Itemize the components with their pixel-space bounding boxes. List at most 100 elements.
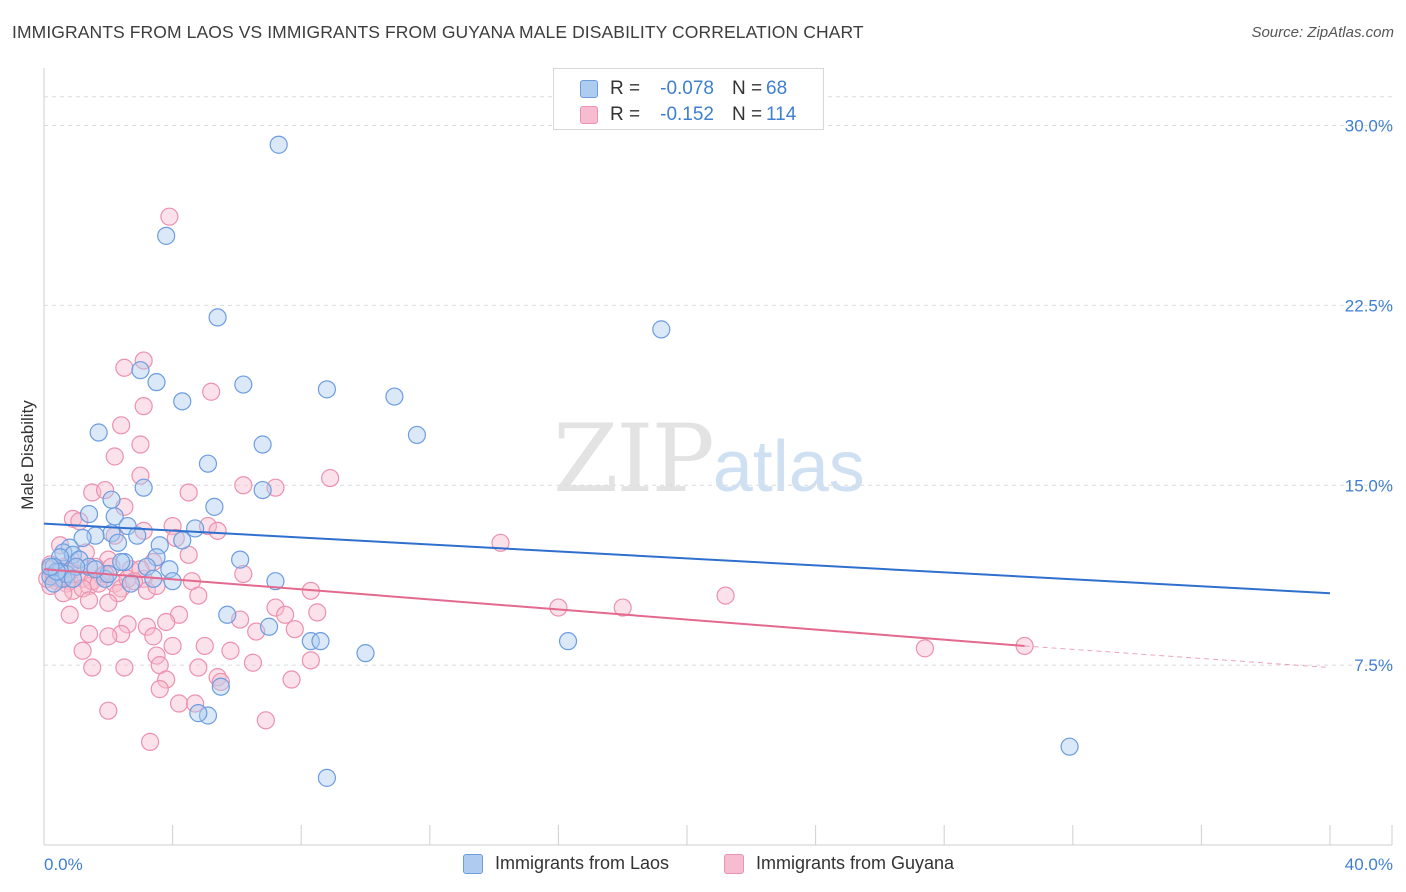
point-guyana	[179, 483, 198, 502]
point-laos	[173, 531, 192, 550]
point-laos	[118, 516, 137, 536]
point-guyana	[716, 586, 735, 605]
watermark-logo: ZIPatlas	[553, 405, 865, 514]
legend-swatch-guyana	[724, 854, 744, 874]
point-laos	[234, 375, 253, 394]
point-guyana	[134, 351, 153, 370]
point-guyana	[491, 533, 510, 552]
point-guyana	[147, 646, 166, 665]
legend-r-label: R =	[610, 78, 641, 99]
series-guyana-points	[38, 207, 1034, 751]
trend-line-guyana	[43, 568, 1025, 647]
point-laos	[259, 617, 279, 636]
point-guyana	[202, 382, 221, 401]
y-tick-label: 15.0%	[1345, 476, 1393, 495]
point-laos	[173, 392, 192, 411]
point-guyana	[131, 466, 150, 485]
point-guyana	[234, 476, 253, 495]
legend-n-value: 68	[766, 78, 788, 99]
series-legend: Immigrants from Laos Immigrants from Guy…	[0, 852, 1406, 878]
point-guyana	[549, 598, 568, 617]
axes	[43, 68, 1393, 846]
point-guyana	[266, 598, 285, 617]
point-laos	[317, 768, 337, 787]
point-guyana	[208, 521, 227, 540]
point-laos	[112, 552, 131, 572]
point-laos	[73, 528, 92, 548]
point-laos	[160, 560, 179, 579]
trend-line-guyana-extension	[1024, 645, 1331, 669]
point-laos	[150, 536, 169, 555]
point-guyana	[79, 624, 99, 644]
point-laos	[356, 644, 375, 663]
point-guyana	[189, 658, 208, 677]
point-guyana	[73, 641, 92, 660]
legend-n-label: N =	[732, 78, 763, 99]
point-guyana	[301, 651, 320, 670]
point-laos	[231, 550, 250, 569]
point-guyana	[157, 670, 176, 689]
legend-swatch-laos	[463, 854, 483, 874]
point-guyana	[308, 603, 327, 622]
point-laos	[147, 548, 166, 567]
point-guyana	[112, 416, 131, 435]
point-laos	[266, 572, 285, 591]
point-laos	[128, 526, 147, 545]
legend-r-value: -0.152	[660, 104, 714, 125]
legend-r-value: -0.078	[660, 78, 714, 99]
y-tick-label: 22.5%	[1345, 296, 1393, 315]
point-guyana	[195, 636, 214, 656]
point-laos	[253, 480, 272, 500]
point-laos	[208, 308, 227, 327]
point-laos	[86, 560, 105, 579]
point-guyana	[243, 653, 263, 672]
point-laos	[211, 677, 230, 696]
point-laos	[269, 135, 288, 154]
source-label: Source: ZipAtlas.com	[1251, 24, 1394, 41]
x-tick-label-max: 40.0%	[1345, 855, 1393, 874]
trend-lines	[43, 522, 1331, 669]
point-laos	[189, 704, 208, 723]
point-guyana	[137, 617, 156, 636]
point-guyana	[208, 668, 227, 687]
point-laos	[121, 574, 140, 593]
point-guyana	[160, 207, 179, 226]
point-laos	[407, 425, 427, 445]
point-guyana	[186, 694, 205, 713]
point-guyana	[285, 620, 304, 639]
point-laos	[311, 632, 330, 651]
legend-n-value: 114	[766, 104, 797, 125]
point-laos	[134, 478, 153, 497]
y-tick-label: 30.0%	[1345, 117, 1393, 136]
point-guyana	[140, 732, 160, 751]
point-guyana	[99, 593, 118, 612]
point-laos	[131, 361, 150, 380]
point-guyana	[99, 627, 118, 646]
point-laos	[163, 572, 182, 591]
legend-label-guyana: Immigrants from Guyana	[756, 853, 955, 873]
chart-title: IMMIGRANTS FROM LAOS VS IMMIGRANTS FROM …	[12, 22, 864, 42]
point-laos	[147, 373, 166, 392]
trend-line-laos	[43, 522, 1331, 595]
point-guyana	[54, 584, 73, 603]
point-guyana	[131, 435, 150, 454]
point-laos	[558, 632, 578, 651]
legend-swatch-guyana	[580, 106, 598, 124]
legend-n-label: N =	[732, 104, 763, 125]
legend-r-label: R =	[610, 104, 641, 125]
point-laos	[198, 454, 218, 473]
legend-row-guyana: R = -0.152 N = 114	[554, 102, 823, 128]
legend-row-laos: R = -0.078 N = 68	[554, 76, 823, 102]
watermark-atlas: atlas	[712, 427, 865, 507]
point-laos	[108, 533, 128, 552]
point-laos	[157, 226, 176, 245]
point-guyana	[321, 468, 340, 488]
point-guyana	[95, 480, 115, 500]
point-guyana	[157, 612, 176, 632]
point-laos	[89, 423, 108, 442]
point-laos	[63, 569, 83, 588]
point-guyana	[282, 670, 301, 689]
point-guyana	[60, 605, 79, 624]
point-guyana	[211, 672, 230, 692]
